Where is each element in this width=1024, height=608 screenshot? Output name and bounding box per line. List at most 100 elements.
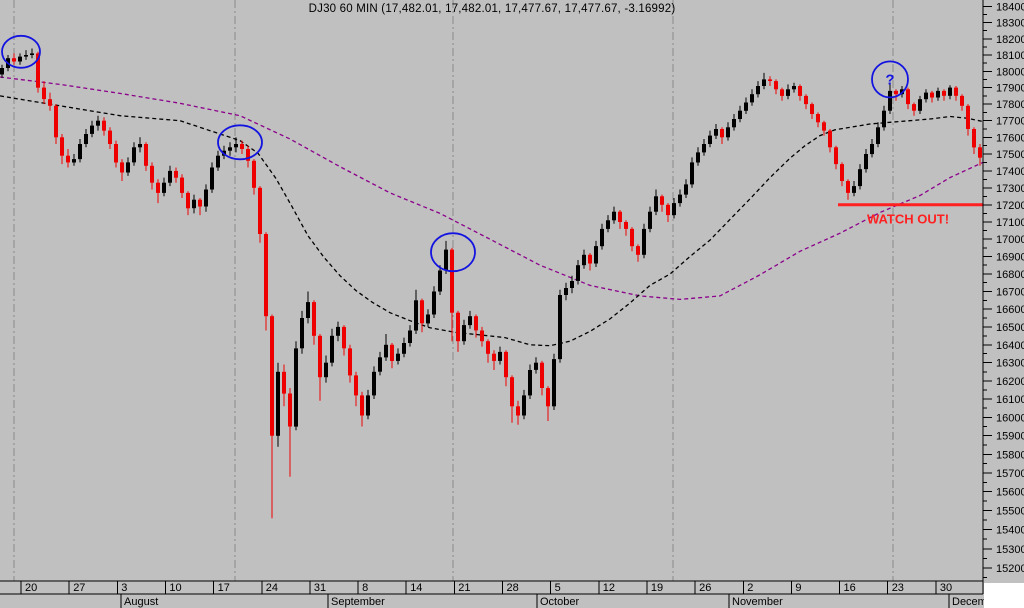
week-label: 28 [507, 582, 519, 594]
candle-body [30, 53, 34, 55]
candle-body [690, 162, 694, 185]
ma-fast-polyline [0, 95, 984, 347]
watch-out-label: WATCH OUT! [867, 211, 949, 226]
y-axis-label: 18300 [996, 18, 1024, 30]
candle-body [456, 312, 460, 342]
candle-body [522, 395, 526, 416]
candle-body [348, 348, 352, 376]
candle-body [510, 377, 514, 407]
candle-body [300, 318, 304, 349]
y-axis-label: 17900 [996, 83, 1024, 95]
y-axis-label: 15900 [996, 431, 1024, 443]
circle-question [871, 60, 909, 99]
week-label: 2 [747, 582, 753, 594]
y-axis-label: 17600 [996, 132, 1024, 144]
candle-body [540, 362, 544, 388]
candle-body [126, 162, 130, 173]
candle-body [528, 370, 532, 396]
candle-body [846, 181, 850, 193]
y-axis-label: 16000 [996, 412, 1024, 424]
candle-body [288, 393, 292, 427]
candle-body [576, 265, 580, 281]
month-label: September [331, 596, 385, 608]
week-label: 26 [699, 582, 711, 594]
question-mark-label: ? [885, 71, 894, 88]
y-axis: 15200 15300 15400 15500 15600 15700 15800 15900… [982, 0, 1024, 594]
candle-body [498, 351, 502, 361]
candle-body [666, 204, 670, 216]
candle-body [720, 129, 724, 138]
candle-body [828, 130, 832, 148]
candle-body [462, 325, 466, 342]
week-label: 27 [73, 582, 85, 594]
y-axis-label: 16500 [996, 322, 1024, 334]
y-axis-label: 17700 [996, 116, 1024, 128]
candle-body [630, 228, 634, 247]
candle-body [654, 196, 658, 212]
x-axis: 20 27 3 10 17 24 31 8 14 21 28 5 12 19 26 2 9 16 23 30 Augus… [0, 580, 987, 608]
candle-body [168, 170, 172, 183]
y-axis-label: 16300 [996, 358, 1024, 370]
week-label: 21 [458, 582, 470, 594]
candle-body [180, 177, 184, 193]
y-axis-label: 18200 [996, 34, 1024, 46]
candle-body [438, 270, 442, 292]
candle-body [162, 182, 166, 193]
candle-body [714, 129, 718, 136]
candle-body [606, 220, 610, 229]
y-axis-label: 17100 [996, 217, 1024, 229]
candle-body [150, 165, 154, 183]
candle-body [120, 162, 124, 173]
candle-body [426, 314, 430, 324]
candle-body [918, 99, 922, 111]
candle-body [762, 79, 766, 86]
y-axis-label: 15700 [996, 468, 1024, 480]
week-label: 9 [795, 582, 801, 594]
candle-body [432, 291, 436, 315]
candle-body [114, 144, 118, 163]
week-label: 16 [844, 582, 856, 594]
candle-body [276, 371, 280, 436]
candle-body [624, 222, 628, 229]
candle-body [186, 192, 190, 209]
y-axis-label: 18400 [996, 2, 1024, 14]
y-axis-label: 17200 [996, 200, 1024, 212]
candle-body [210, 167, 214, 190]
y-axis-label: 15600 [996, 487, 1024, 499]
candle-body [768, 79, 772, 81]
candle-body [48, 99, 52, 106]
week-label: 10 [169, 582, 181, 594]
candle-body [396, 353, 400, 361]
candle-body [24, 55, 28, 57]
annotation-circles: ? [1, 34, 909, 273]
support-line-and-warning: WATCH OUT! [838, 203, 983, 226]
candle-body [450, 249, 454, 313]
candle-body [588, 254, 592, 264]
candle-body [660, 196, 664, 205]
y-axis-label: 18000 [996, 66, 1024, 78]
candle-body [342, 326, 346, 349]
candle-body [936, 90, 940, 98]
candle-body [156, 182, 160, 193]
y-axis-label: 17300 [996, 183, 1024, 195]
candle-body [810, 104, 814, 114]
week-label: 8 [362, 582, 368, 594]
candle-body [552, 359, 556, 407]
candle-body [144, 144, 148, 166]
candle-body [648, 211, 652, 229]
candle-body [954, 87, 958, 96]
candle-body [234, 144, 238, 148]
candle-body [684, 184, 688, 195]
y-axis-label: 17800 [996, 99, 1024, 111]
month-label: Decem [952, 596, 987, 608]
y-axis-label: 16900 [996, 252, 1024, 264]
ma-fast-dashed-line [0, 95, 984, 347]
candle-body [138, 144, 142, 148]
candle-body [282, 371, 286, 394]
candle-body [876, 127, 880, 144]
candle-body [270, 316, 274, 436]
candle-body [612, 211, 616, 221]
candle-body [780, 89, 784, 96]
candle-body [816, 114, 820, 123]
y-axis-label: 17400 [996, 166, 1024, 178]
